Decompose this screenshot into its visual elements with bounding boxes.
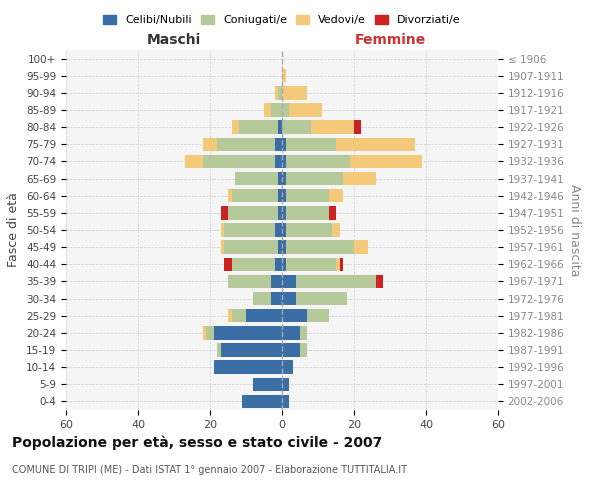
Bar	[278, 120, 282, 134]
Bar	[340, 258, 343, 271]
Y-axis label: Fasce di età: Fasce di età	[7, 192, 20, 268]
Bar	[282, 360, 293, 374]
Bar	[228, 309, 232, 322]
Bar	[221, 240, 224, 254]
Bar	[300, 344, 307, 356]
Bar	[282, 274, 296, 288]
Bar	[221, 206, 228, 220]
Bar	[286, 224, 332, 236]
Bar	[278, 86, 282, 100]
Bar	[296, 292, 347, 306]
Bar	[203, 154, 275, 168]
Bar	[228, 206, 278, 220]
Text: COMUNE DI TRIPI (ME) - Dati ISTAT 1° gennaio 2007 - Elaborazione TUTTITALIA.IT: COMUNE DI TRIPI (ME) - Dati ISTAT 1° gen…	[12, 465, 407, 475]
Bar	[336, 138, 415, 151]
Bar	[221, 224, 224, 236]
Bar	[275, 224, 282, 236]
Bar	[282, 344, 300, 356]
Bar	[203, 138, 217, 151]
Bar	[232, 309, 246, 322]
Bar	[282, 69, 286, 82]
Bar	[214, 360, 282, 374]
Bar	[221, 344, 282, 356]
Bar	[282, 86, 307, 100]
Bar	[271, 104, 282, 117]
Bar	[282, 154, 286, 168]
Bar	[286, 138, 336, 151]
Bar	[282, 258, 286, 271]
Text: Femmine: Femmine	[355, 32, 425, 46]
Bar	[286, 189, 329, 202]
Bar	[282, 120, 311, 134]
Bar	[275, 86, 278, 100]
Bar	[329, 206, 336, 220]
Bar	[286, 206, 329, 220]
Bar	[235, 172, 278, 186]
Bar	[282, 224, 286, 236]
Bar	[206, 326, 214, 340]
Bar	[336, 258, 340, 271]
Bar	[232, 258, 275, 271]
Bar	[282, 138, 286, 151]
Bar	[286, 154, 350, 168]
Bar	[278, 206, 282, 220]
Bar	[282, 189, 286, 202]
Bar	[239, 120, 278, 134]
Bar	[286, 258, 336, 271]
Bar	[282, 104, 289, 117]
Bar	[282, 240, 286, 254]
Bar	[343, 172, 376, 186]
Bar	[242, 394, 282, 408]
Bar	[232, 120, 239, 134]
Bar	[329, 189, 343, 202]
Bar	[275, 154, 282, 168]
Bar	[350, 154, 422, 168]
Bar	[282, 378, 289, 391]
Bar	[253, 292, 271, 306]
Bar	[228, 189, 232, 202]
Bar	[376, 274, 383, 288]
Bar	[311, 120, 354, 134]
Bar	[217, 138, 275, 151]
Bar	[296, 274, 376, 288]
Bar	[275, 258, 282, 271]
Bar	[224, 240, 278, 254]
Text: Popolazione per età, sesso e stato civile - 2007: Popolazione per età, sesso e stato civil…	[12, 435, 382, 450]
Bar	[214, 326, 282, 340]
Bar	[354, 240, 368, 254]
Bar	[264, 104, 271, 117]
Bar	[275, 138, 282, 151]
Bar	[185, 154, 203, 168]
Bar	[224, 224, 275, 236]
Bar	[282, 394, 289, 408]
Bar	[253, 378, 282, 391]
Bar	[203, 326, 206, 340]
Bar	[278, 172, 282, 186]
Bar	[300, 326, 307, 340]
Bar	[217, 344, 221, 356]
Bar	[332, 224, 340, 236]
Bar	[271, 274, 282, 288]
Bar	[271, 292, 282, 306]
Bar	[282, 172, 286, 186]
Bar	[282, 206, 286, 220]
Bar	[307, 309, 329, 322]
Bar	[232, 189, 278, 202]
Y-axis label: Anni di nascita: Anni di nascita	[568, 184, 581, 276]
Bar	[282, 326, 300, 340]
Bar	[286, 172, 343, 186]
Bar	[228, 274, 271, 288]
Bar	[282, 292, 296, 306]
Bar	[286, 240, 354, 254]
Bar	[282, 309, 307, 322]
Bar	[289, 104, 322, 117]
Bar	[278, 189, 282, 202]
Text: Maschi: Maschi	[147, 32, 201, 46]
Bar	[354, 120, 361, 134]
Legend: Celibi/Nubili, Coniugati/e, Vedovi/e, Divorziati/e: Celibi/Nubili, Coniugati/e, Vedovi/e, Di…	[99, 10, 465, 30]
Bar	[224, 258, 232, 271]
Bar	[278, 240, 282, 254]
Bar	[246, 309, 282, 322]
